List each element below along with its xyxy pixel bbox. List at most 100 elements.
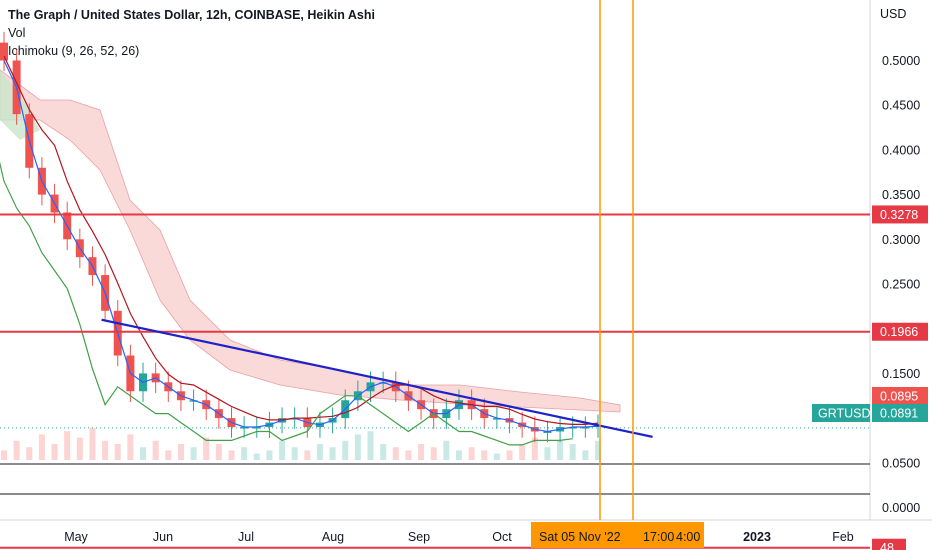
volume-bar: [165, 450, 172, 460]
time-tick-label: Jul: [238, 530, 254, 544]
price-tag: [872, 387, 928, 405]
volume-bar: [380, 444, 387, 460]
volume-bar: [544, 447, 551, 460]
volume-bar: [430, 447, 437, 460]
volume-bar: [367, 431, 374, 460]
volume-bar: [203, 437, 210, 460]
volume-indicator-label[interactable]: Vol: [8, 26, 26, 40]
volume-bar: [455, 450, 462, 460]
time-tick-label: Feb: [832, 530, 854, 544]
volume-bar: [405, 450, 412, 460]
volume-bar: [51, 444, 58, 460]
volume-bar: [354, 434, 361, 460]
volume-bar: [531, 437, 538, 460]
price-tick-label: 0.4000: [882, 143, 920, 157]
crosshair-time-label: 17:00: [643, 530, 674, 544]
volume-bar: [392, 447, 399, 460]
volume-bar: [190, 447, 197, 460]
price-tick-label: 0.5000: [882, 54, 920, 68]
volume-bar: [253, 453, 260, 460]
ichimoku-indicator-label[interactable]: Ichimoku (9, 26, 52, 26): [8, 44, 140, 58]
kijun-line: [3, 55, 599, 425]
volume-bar: [266, 450, 273, 460]
level-tag: [872, 538, 906, 550]
volume-bar: [418, 444, 425, 460]
ichimoku-lines: [0, 55, 599, 446]
volume-bars: [1, 428, 601, 460]
volume-bar: [443, 440, 450, 460]
candle-body: [379, 382, 388, 384]
currency-label: USD: [880, 7, 906, 21]
volume-bar: [557, 440, 564, 460]
volume-bar: [177, 444, 184, 460]
volume-bar: [140, 447, 147, 460]
crosshair-date-tag: [531, 522, 704, 548]
time-tick-label: Aug: [322, 530, 344, 544]
trend-line: [101, 318, 653, 438]
level-tag-label: 48: [880, 541, 894, 550]
ichimoku-cloud-area: [0, 69, 621, 413]
candle-body: [290, 418, 299, 420]
tenkan-line: [3, 60, 599, 433]
volume-bar: [13, 440, 20, 460]
volume-bar: [38, 434, 45, 460]
volume-bar: [569, 444, 576, 460]
price-tick-label: 0.3500: [882, 188, 920, 202]
level-tag-label: 0.1966: [880, 325, 918, 339]
volume-bar: [241, 447, 248, 460]
time-axis: May Jun Jul Aug Sep Oct 2023 Feb Sat 05 Nov '22 1…: [64, 522, 854, 548]
time-tick-label: May: [64, 530, 88, 544]
volume-bar: [493, 453, 500, 460]
candle-body: [0, 42, 8, 61]
volume-bar: [329, 447, 336, 460]
volume-bar: [342, 440, 349, 460]
level-tag: [872, 322, 928, 341]
ichimoku-cloud: [0, 69, 621, 413]
price-axis: USD 0.5000 0.4500 0.4000 0.3500 0.3000 0.2500 0…: [880, 7, 920, 515]
symbol-tag: [812, 404, 870, 422]
level-tag-label: 0.3278: [880, 208, 918, 222]
volume-bar: [1, 450, 7, 460]
price-tick-label: 0.0000: [882, 501, 920, 515]
volume-bar: [26, 447, 33, 460]
candle-body: [492, 418, 501, 420]
grid-lines: [0, 0, 932, 521]
symbol-tag-label: GRTUSD: [818, 407, 871, 421]
chart-legend: The Graph / United States Dollar, 12h, C…: [8, 6, 375, 60]
volume-bar: [506, 450, 513, 460]
time-tick-label: Oct: [492, 530, 512, 544]
volume-bar: [89, 428, 96, 460]
time-tick-label: Sep: [408, 530, 430, 544]
price-tick-label: 0.2500: [882, 278, 920, 292]
horizontal-levels: 0.3278 0.1966 48 0.0895 0.0891 GRTUSD: [0, 205, 928, 550]
vertical-markers: [599, 0, 634, 520]
volume-bar: [114, 444, 121, 460]
volume-bar: [228, 450, 235, 460]
volume-bar: [102, 440, 109, 460]
volume-bar: [127, 434, 134, 460]
volume-bar: [519, 444, 526, 460]
price-tag-label: 0.0891: [880, 407, 918, 421]
volume-bar: [316, 444, 323, 460]
volume-bar: [582, 450, 589, 460]
volume-bar: [595, 440, 601, 460]
time-tick-label: Jun: [153, 530, 173, 544]
volume-bar: [468, 447, 475, 460]
volume-bar: [279, 440, 286, 460]
crosshair-date-label: Sat 05 Nov '22: [539, 530, 621, 544]
price-tick-label: 0.0500: [882, 456, 920, 470]
level-tag: [872, 205, 928, 224]
volume-bar: [481, 450, 488, 460]
volume-bar: [76, 437, 83, 460]
descending-trend-line: [101, 318, 653, 438]
time-tick-label: 2023: [743, 530, 771, 544]
price-tag-label: 0.0895: [880, 390, 918, 404]
volume-bar: [215, 444, 222, 460]
price-tick-label: 0.4500: [882, 99, 920, 113]
symbol-title[interactable]: The Graph / United States Dollar, 12h, C…: [8, 8, 375, 22]
volume-bar: [291, 447, 298, 460]
volume-bar: [304, 450, 311, 460]
volume-bar: [64, 431, 71, 460]
price-tick-label: 0.3000: [882, 233, 920, 247]
